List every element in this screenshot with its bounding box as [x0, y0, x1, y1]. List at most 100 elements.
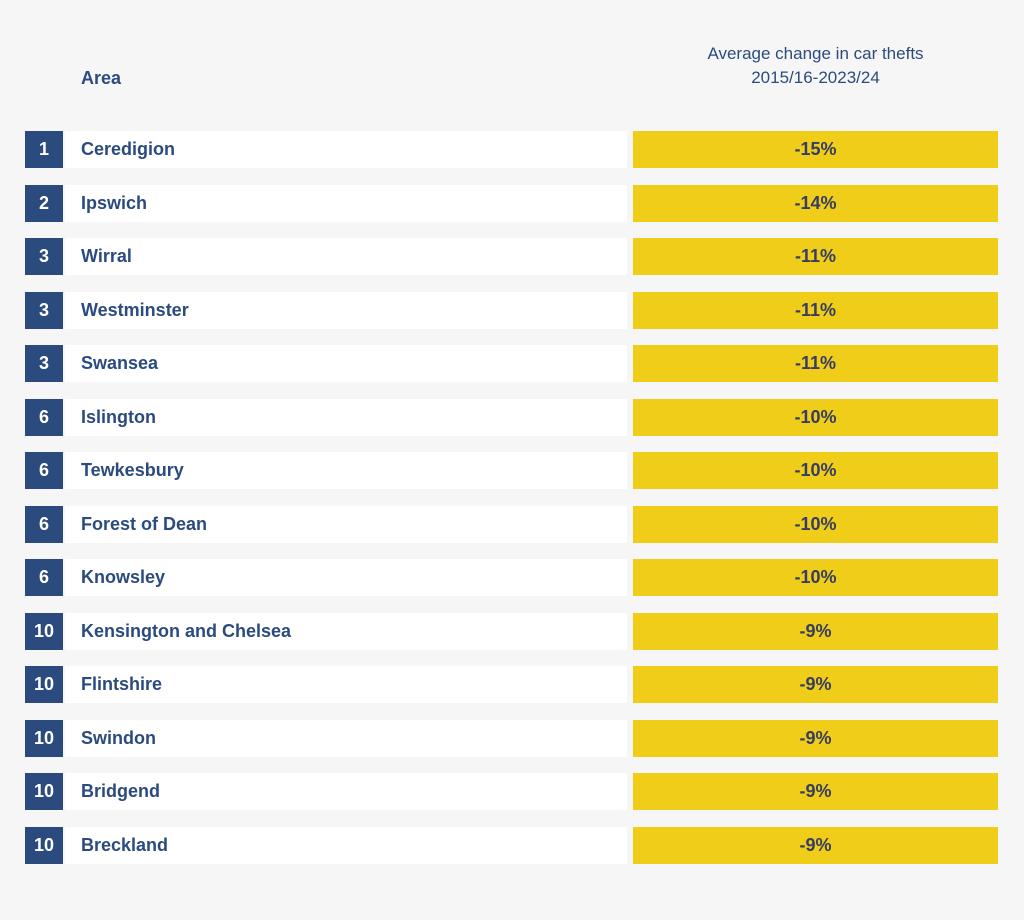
rank-number: 6	[38, 567, 49, 587]
rank-number: 10	[33, 674, 55, 694]
area-name: Swansea	[81, 353, 159, 373]
table-row: 10 Breckland -9%	[25, 826, 998, 864]
area-cell: Ipswich	[65, 184, 627, 222]
value-column-header-label: Average change in car thefts 2015/16-202…	[707, 44, 924, 87]
area-cell: Flintshire	[65, 666, 627, 703]
rank-number: 6	[38, 406, 49, 427]
rank-badge: 10	[25, 826, 63, 864]
area-cell: Ceredigion	[65, 131, 627, 168]
value-label: -11%	[794, 246, 837, 266]
rank-badge: 6	[25, 398, 63, 436]
value-label: -10%	[794, 406, 837, 427]
value-label: -10%	[794, 513, 837, 534]
rank-number: 3	[38, 299, 49, 320]
value-label: -9%	[799, 727, 832, 748]
rank-number: 3	[38, 246, 49, 266]
rank-number: 10	[33, 620, 55, 641]
area-cell: Islington	[65, 398, 627, 436]
value-label: -9%	[799, 620, 832, 641]
area-name: Bridgend	[81, 781, 160, 801]
value-label: -11%	[794, 353, 837, 373]
area-cell: Swansea	[65, 345, 627, 382]
area-cell: Knowsley	[65, 559, 627, 596]
value-label: -9%	[799, 781, 832, 801]
value-bar: -10%	[633, 505, 998, 543]
rank-number: 10	[33, 834, 55, 855]
area-name: Kensington and Chelsea	[81, 620, 292, 641]
rank-badge: 3	[25, 238, 63, 275]
table-row: 3 Wirral -11%	[25, 238, 998, 275]
area-name: Breckland	[81, 834, 169, 855]
value-label: -10%	[794, 460, 837, 480]
rank-number: 6	[38, 513, 49, 534]
value-label: -9%	[799, 674, 832, 694]
area-name: Flintshire	[81, 674, 163, 694]
rank-number: 6	[38, 460, 49, 480]
value-bar: -11%	[633, 345, 998, 382]
value-bar: -9%	[633, 612, 998, 650]
area-name: Knowsley	[81, 567, 166, 587]
area-cell: Breckland	[65, 826, 627, 864]
rank-badge: 6	[25, 559, 63, 596]
rank-badge: 10	[25, 666, 63, 703]
area-cell: Westminster	[65, 291, 627, 329]
rank-badge: 3	[25, 345, 63, 382]
area-cell: Wirral	[65, 238, 627, 275]
rank-badge: 2	[25, 184, 63, 222]
value-bar: -11%	[633, 238, 998, 275]
value-column-header: Average change in car thefts 2015/16-202…	[633, 42, 998, 90]
value-bar: -10%	[633, 452, 998, 489]
area-name: Forest of Dean	[81, 513, 208, 534]
rank-badge: 1	[25, 131, 63, 168]
rank-number: 3	[38, 353, 49, 373]
table-row: 10 Flintshire -9%	[25, 666, 998, 703]
rank-badge: 10	[25, 612, 63, 650]
rank-number: 10	[33, 727, 55, 748]
table-row: 10 Kensington and Chelsea -9%	[25, 612, 998, 650]
rank-badge: 10	[25, 773, 63, 810]
table-row: 10 Swindon -9%	[25, 719, 998, 757]
table-row: 6 Islington -10%	[25, 398, 998, 436]
rank-badge: 6	[25, 452, 63, 489]
value-bar: -10%	[633, 559, 998, 596]
area-name: Wirral	[81, 246, 132, 266]
table-row: 3 Westminster -11%	[25, 291, 998, 329]
value-label: -9%	[799, 834, 832, 855]
value-label: -11%	[794, 299, 837, 320]
table-row: 6 Tewkesbury -10%	[25, 452, 998, 489]
value-bar: -9%	[633, 666, 998, 703]
value-bar: -9%	[633, 826, 998, 864]
table-row: 1 Ceredigion -15%	[25, 131, 998, 168]
table-row: 10 Bridgend -9%	[25, 773, 998, 810]
area-name: Tewkesbury	[81, 460, 184, 480]
value-label: -10%	[794, 567, 837, 587]
table-row: 3 Swansea -11%	[25, 345, 998, 382]
area-name: Ipswich	[81, 192, 148, 213]
area-cell: Swindon	[65, 719, 627, 757]
value-bar: -11%	[633, 291, 998, 329]
value-bar: -10%	[633, 398, 998, 436]
rank-badge: 6	[25, 505, 63, 543]
table-row: 6 Forest of Dean -10%	[25, 505, 998, 543]
value-label: -14%	[794, 192, 837, 213]
area-cell: Bridgend	[65, 773, 627, 810]
area-name: Westminster	[81, 299, 189, 320]
rank-number: 1	[38, 139, 49, 159]
rank-badge: 10	[25, 719, 63, 757]
table-header: Area Average change in car thefts 2015/1…	[25, 42, 998, 90]
area-cell: Forest of Dean	[65, 505, 627, 543]
rank-badge: 3	[25, 291, 63, 329]
area-cell: Tewkesbury	[65, 452, 627, 489]
rows: 1 Ceredigion -15% 2 Ipswich -14% 3	[25, 131, 998, 864]
value-bar: -14%	[633, 184, 998, 222]
rank-number: 10	[33, 781, 55, 801]
table-row: 2 Ipswich -14%	[25, 184, 998, 222]
rank-number: 2	[38, 192, 49, 213]
value-label: -15%	[794, 139, 837, 159]
area-name: Islington	[81, 406, 156, 427]
value-bar: -15%	[633, 131, 998, 168]
area-cell: Kensington and Chelsea	[65, 612, 627, 650]
value-bar: -9%	[633, 773, 998, 810]
value-bar: -9%	[633, 719, 998, 757]
